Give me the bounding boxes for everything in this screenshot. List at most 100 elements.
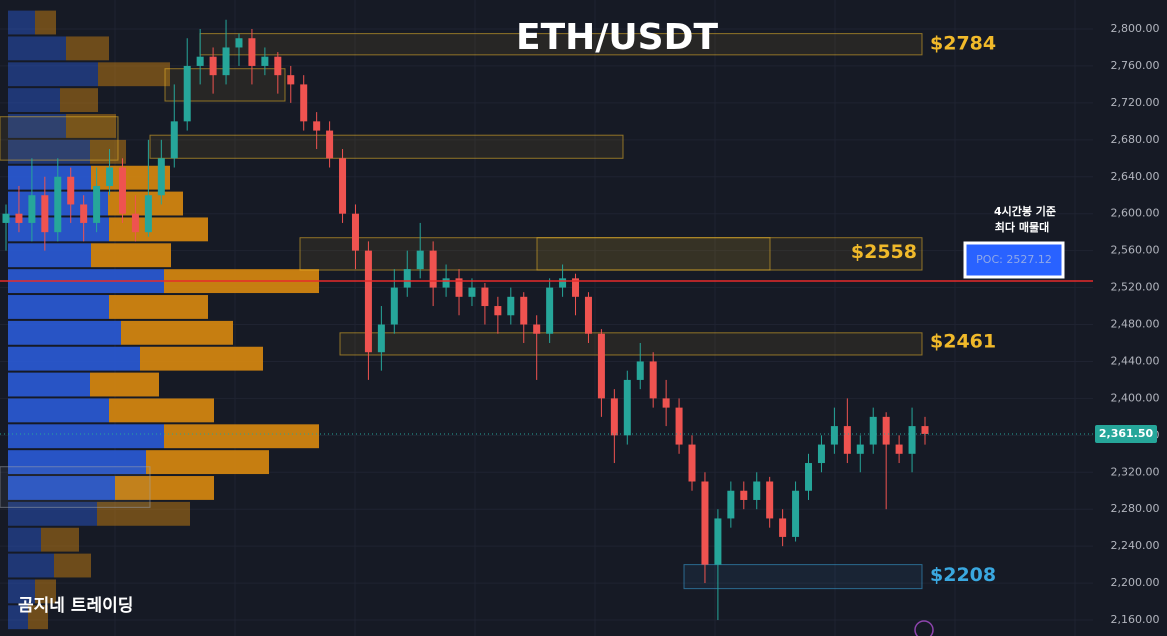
y-tick-label: 2,600.00 [1111, 207, 1160, 220]
candles [2, 19, 929, 621]
candle-body [740, 490, 748, 500]
candle-body [856, 444, 864, 454]
candle-body [222, 47, 230, 76]
candle-body [766, 481, 774, 519]
sell-volume [115, 476, 214, 500]
sell-volume [35, 579, 56, 604]
y-tick-label: 2,640.00 [1111, 170, 1160, 183]
candle-body [403, 269, 411, 288]
sell-volume [121, 320, 233, 345]
candle-body [131, 213, 139, 233]
sell-volume [35, 10, 56, 35]
candle-body [610, 398, 618, 436]
candle-body [481, 287, 489, 307]
zone [149, 134, 624, 159]
candle-body [235, 38, 243, 48]
sell-volume [164, 424, 319, 449]
buy-volume [8, 476, 115, 500]
last-price-label: 2,361.50 [1099, 427, 1154, 440]
zone [0, 466, 151, 508]
y-tick-label: 2,680.00 [1111, 133, 1160, 146]
candle-body [364, 250, 372, 353]
candle-body [93, 185, 101, 223]
candle-body [507, 296, 515, 316]
zone [683, 564, 923, 590]
candle-body [41, 195, 49, 233]
sell-volume [91, 243, 171, 268]
candle-body [455, 278, 463, 297]
candle-body [15, 213, 23, 223]
buy-volume [8, 114, 66, 138]
y-tick-label: 2,440.00 [1111, 354, 1160, 367]
candle-body [727, 490, 735, 519]
buy-volume [8, 88, 60, 113]
candle-body [843, 426, 851, 454]
candle-body [326, 130, 334, 159]
watermark: 곰지네 트레이딩 [18, 596, 133, 616]
zone [536, 237, 771, 271]
candle-body [830, 426, 838, 445]
candle-body [753, 481, 761, 500]
sell-volume [109, 217, 208, 242]
axis-panel [1093, 0, 1167, 636]
candle-body [882, 416, 890, 445]
candle-body [300, 84, 308, 122]
overlay: $2784 $2558 $2461 $2208 POC: 2527.12 [0, 32, 1093, 586]
last-price-tag [1095, 424, 1157, 443]
candle-body [546, 287, 554, 334]
y-tick-label: 2,480.00 [1111, 318, 1160, 331]
buy-volume [8, 36, 66, 61]
candle-body [533, 324, 541, 334]
zone [339, 332, 923, 356]
candle-body [584, 296, 592, 334]
annotation: 4시간봉 기준 [994, 204, 1056, 218]
poc-label: POC: 2527.12 [976, 253, 1052, 266]
y-tick-label: 2,720.00 [1111, 96, 1160, 109]
candle-body [675, 407, 683, 445]
candle-body [792, 490, 800, 537]
candle-body [688, 444, 696, 482]
candle-body [390, 287, 398, 325]
candle-body [895, 444, 903, 454]
candle-body [2, 213, 10, 223]
zone-label: $2461 [930, 331, 996, 353]
candle-body [80, 204, 88, 223]
y-tick-label: 2,800.00 [1111, 22, 1160, 35]
sell-volume [28, 605, 48, 630]
buy-volume [8, 501, 97, 526]
candle-body [196, 56, 204, 66]
candle-body [416, 250, 424, 270]
candle-body [468, 287, 476, 297]
candle-body [274, 56, 282, 76]
y-tick-label: 2,200.00 [1111, 576, 1160, 589]
candle-body [313, 121, 321, 131]
zones [0, 33, 923, 590]
zone-label: $2208 [930, 564, 996, 586]
buy-volume [8, 165, 91, 190]
buy-volume [8, 320, 121, 345]
y-tick-label: 2,520.00 [1111, 281, 1160, 294]
buy-volume [8, 398, 109, 423]
candle-body [54, 176, 62, 233]
y-tick-label: 2,320.00 [1111, 465, 1160, 478]
candle-body [494, 306, 502, 316]
sell-volume [90, 372, 159, 397]
buy-volume [8, 579, 35, 604]
sell-volume [98, 62, 170, 87]
sell-volume [60, 88, 98, 113]
candle-body [714, 518, 722, 565]
candle-body [170, 121, 178, 159]
sell-volume [54, 553, 91, 578]
candle-body [157, 158, 165, 196]
candle-body [869, 416, 877, 445]
candle-body [805, 463, 813, 491]
candle-body [908, 426, 916, 454]
candle-body [429, 250, 437, 288]
candle-body [649, 361, 657, 399]
sell-volume [97, 501, 190, 526]
candle-body [339, 158, 347, 214]
chart-title: ETH/USDT [516, 17, 718, 58]
buy-volume [8, 295, 109, 319]
y-tick-label: 2,560.00 [1111, 244, 1160, 257]
